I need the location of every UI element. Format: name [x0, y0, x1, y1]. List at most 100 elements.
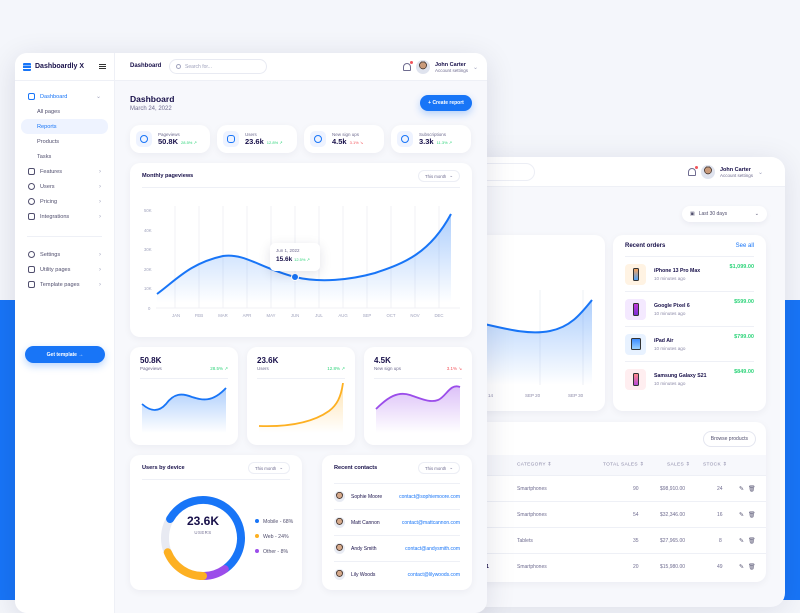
table-header: CATEGORY ⇕ TOTAL SALES ⇕ SALES ⇕ STOCK ⇕ — [420, 455, 766, 475]
sidebar-item-tasks[interactable]: Tasks — [21, 149, 108, 164]
phone-icon — [625, 298, 646, 320]
x-tick: SEP 20 — [525, 393, 541, 398]
back-user-menu[interactable]: John Carter Account settings ⌄ — [688, 165, 763, 179]
sidebar-item-users[interactable]: Users › — [21, 179, 108, 194]
sidebar-item-products[interactable]: Products — [21, 134, 108, 149]
plus-circle-icon — [310, 131, 326, 147]
plug-icon — [28, 213, 35, 220]
order-item[interactable]: Google Pixel 6 10 minutes ago $599.00 — [625, 292, 754, 327]
range-label: This month — [255, 465, 277, 471]
browse-products-button[interactable]: Browse products — [702, 431, 756, 447]
order-price: $1,099.00 — [729, 264, 754, 270]
template-icon — [28, 281, 35, 288]
mini-card-signups: 4.5K New sign ups 3.1% ↘ — [364, 347, 472, 445]
kpi-users: Users 23.6k 12.8% ↗ — [217, 125, 297, 153]
trash-icon[interactable]: 🗑 — [748, 486, 756, 492]
contact-row[interactable]: Andy Smith contact@andysmith.com — [334, 535, 460, 561]
legend-item: Mobile - 68% — [263, 519, 294, 525]
sales: $15,980.00 — [660, 563, 686, 570]
mini-label: Pageviews — [140, 366, 162, 371]
col-category[interactable]: CATEGORY ⇕ — [517, 462, 552, 468]
edit-icon[interactable]: ✎ — [739, 538, 745, 544]
contact-email-link[interactable]: contact@andysmith.com — [405, 545, 460, 552]
contact-name: Lily Woods — [351, 571, 376, 578]
edit-icon[interactable]: ✎ — [739, 486, 745, 492]
mini-label: Users — [257, 366, 269, 371]
contact-row[interactable]: Matt Cannon contact@mattcannon.com — [334, 509, 460, 535]
svg-text:DEC: DEC — [434, 313, 443, 318]
sidebar-item-template-pages[interactable]: Template pages › — [21, 277, 108, 292]
sidebar-item-integrations[interactable]: Integrations › — [21, 209, 108, 224]
get-template-button[interactable]: Get template → — [25, 346, 105, 363]
svg-text:JUN: JUN — [291, 313, 299, 318]
table-row[interactable]: Tablets 35 $27,965.00 8 ✎ 🗑 — [420, 527, 766, 553]
kpi-label: New sign ups — [332, 132, 360, 137]
avatar — [416, 60, 430, 74]
kpi-value: 3.3k — [419, 137, 434, 146]
star-icon — [28, 168, 35, 175]
svg-text:MAR: MAR — [218, 313, 228, 318]
search-input[interactable]: Search for... — [169, 59, 267, 74]
breadcrumb: Dashboard — [130, 63, 162, 69]
trash-icon[interactable]: 🗑 — [748, 512, 756, 518]
wrench-icon — [28, 266, 35, 273]
kpi-new-signups: New sign ups 4.5k 3.1% ↘ — [304, 125, 384, 153]
sidebar-item-reports[interactable]: Reports — [21, 119, 108, 134]
mini-value: 50.8K — [140, 356, 162, 365]
range-select[interactable]: This month ⌄ — [418, 170, 460, 182]
legend-dot — [255, 519, 259, 523]
sidebar-item-label: Template pages — [40, 281, 80, 288]
chevron-down-icon: ⌄ — [473, 64, 479, 71]
contact-email-link[interactable]: contact@sophiemoore.com — [399, 493, 460, 500]
sidebar-item-utility-pages[interactable]: Utility pages › — [21, 262, 108, 277]
col-total-sales[interactable]: TOTAL SALES ⇕ — [603, 462, 644, 468]
sidebar-item-features[interactable]: Features › — [21, 164, 108, 179]
trash-icon[interactable]: 🗑 — [748, 564, 756, 570]
tooltip-date: Jun 1, 2022 — [276, 248, 300, 253]
col-sales[interactable]: SALES ⇕ — [667, 462, 690, 468]
sidebar-item-label: Tasks — [37, 153, 52, 160]
sidebar-item-dashboard[interactable]: Dashboard ⌄ — [21, 89, 108, 104]
col-stock[interactable]: STOCK ⇕ — [703, 462, 727, 468]
contact-row[interactable]: Lily Woods contact@lilywoods.com — [334, 561, 460, 587]
table-row[interactable]: Smartphones 54 $32,346.00 16 ✎ 🗑 — [420, 501, 766, 527]
order-item[interactable]: iPad Air 10 minutes ago $799.00 — [625, 327, 754, 362]
kpi-subscriptions: Subscriptions 3.3k 11.3% ↗ — [391, 125, 471, 153]
order-item[interactable]: Samsung Galaxy S21 10 minutes ago $849.00 — [625, 362, 754, 397]
divider — [27, 236, 102, 237]
create-report-button[interactable]: + Create report — [420, 95, 472, 111]
date-range-select[interactable]: ▣ Last 30 days ⌄ — [682, 206, 767, 222]
menu-icon[interactable] — [99, 64, 106, 69]
sidebar-item-pricing[interactable]: Pricing › — [21, 194, 108, 209]
trash-icon[interactable]: 🗑 — [748, 538, 756, 544]
edit-icon[interactable]: ✎ — [739, 512, 745, 518]
sidebar-item-all-pages[interactable]: All pages — [21, 104, 108, 119]
kpi-label: Pageviews — [158, 132, 180, 137]
card-title: Users by device — [142, 465, 185, 471]
contact-email-link[interactable]: contact@mattcannon.com — [401, 519, 460, 526]
contact-email-link[interactable]: contact@lilywoods.com — [407, 571, 460, 578]
bell-icon[interactable] — [403, 61, 413, 71]
range-label: This month — [425, 465, 447, 471]
topbar: Dashboard Search for... John Carter Acco… — [115, 53, 487, 81]
see-all-link[interactable]: See all — [735, 243, 754, 249]
svg-text:MAY: MAY — [267, 313, 276, 318]
edit-icon[interactable]: ✎ — [739, 564, 745, 570]
svg-text:JAN: JAN — [172, 313, 180, 318]
order-item[interactable]: iPhone 13 Pro Max 10 minutes ago $1,099.0… — [625, 257, 754, 292]
bell-icon[interactable] — [688, 166, 698, 176]
contact-row[interactable]: Sophie Moore contact@sophiemoore.com — [334, 483, 460, 509]
avatar — [334, 491, 345, 502]
calendar-icon: ▣ — [690, 211, 695, 217]
phone-icon — [625, 263, 646, 285]
range-select[interactable]: This month ⌄ — [418, 462, 460, 474]
mini-value: 23.6K — [257, 356, 279, 365]
sidebar-item-settings[interactable]: Settings › — [21, 247, 108, 262]
sidebar-item-label: All pages — [37, 108, 61, 115]
user-menu[interactable]: John Carter Account settings ⌄ — [403, 60, 478, 74]
stock: 24 — [717, 485, 723, 492]
tooltip-delta: 12.5% ↗ — [294, 257, 310, 262]
device-total-label: USERS — [194, 530, 212, 535]
legend-dot — [255, 534, 259, 538]
range-select[interactable]: This month ⌄ — [248, 462, 290, 474]
